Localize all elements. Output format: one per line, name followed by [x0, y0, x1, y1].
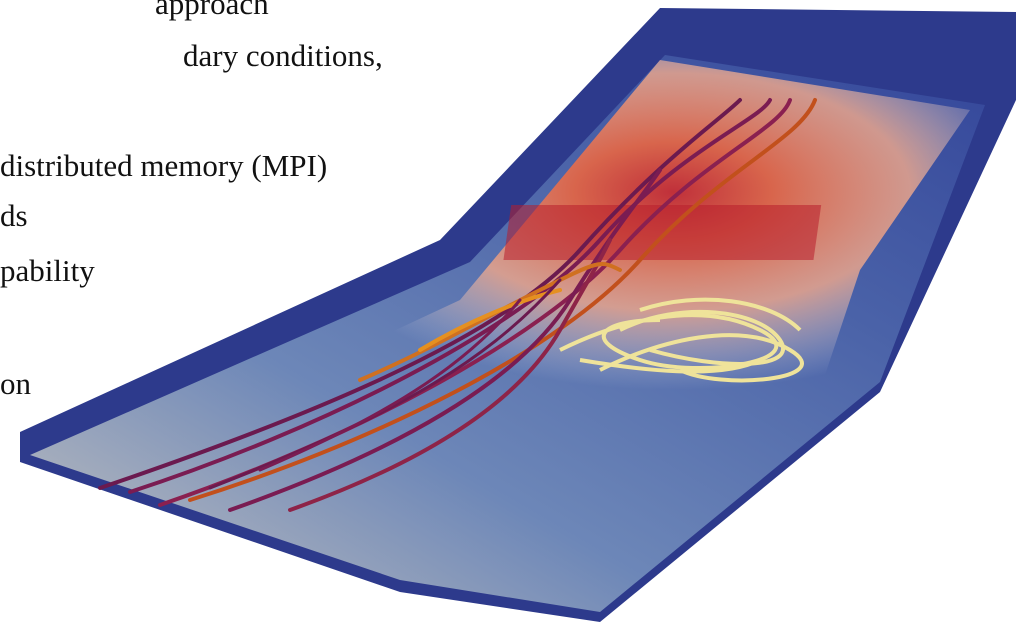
text-line: approach: [155, 0, 269, 19]
text-line: ds: [0, 200, 28, 231]
text-line: on: [0, 368, 31, 399]
text-line: dary conditions,: [183, 40, 383, 71]
hot-band: [503, 205, 821, 260]
text-line: distributed memory (MPI): [0, 150, 327, 181]
text-line: pability: [0, 255, 95, 286]
slide: approach dary conditions, distributed me…: [0, 0, 1016, 626]
simulation-render: [0, 0, 1016, 626]
